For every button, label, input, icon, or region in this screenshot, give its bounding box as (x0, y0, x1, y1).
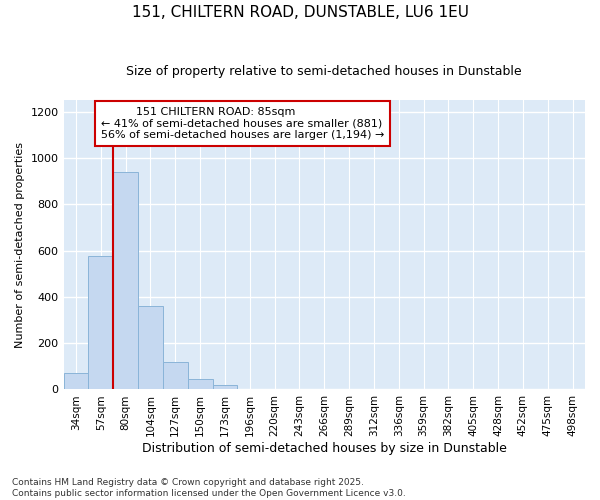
Title: Size of property relative to semi-detached houses in Dunstable: Size of property relative to semi-detach… (127, 65, 522, 78)
Bar (188, 379, 212, 390)
Y-axis label: Number of semi-detached properties: Number of semi-detached properties (15, 142, 25, 348)
Bar (138, 306, 163, 390)
Text: 151, CHILTERN ROAD, DUNSTABLE, LU6 1EU: 151, CHILTERN ROAD, DUNSTABLE, LU6 1EU (131, 5, 469, 20)
Bar (163, 362, 188, 390)
Bar (64, 373, 88, 390)
Text: 151 CHILTERN ROAD: 85sqm
← 41% of semi-detached houses are smaller (881)
56% of : 151 CHILTERN ROAD: 85sqm ← 41% of semi-d… (101, 107, 384, 140)
X-axis label: Distribution of semi-detached houses by size in Dunstable: Distribution of semi-detached houses by … (142, 442, 507, 455)
Bar (113, 172, 138, 390)
Bar (88, 256, 113, 390)
Text: Contains HM Land Registry data © Crown copyright and database right 2025.
Contai: Contains HM Land Registry data © Crown c… (12, 478, 406, 498)
Bar (212, 385, 238, 390)
